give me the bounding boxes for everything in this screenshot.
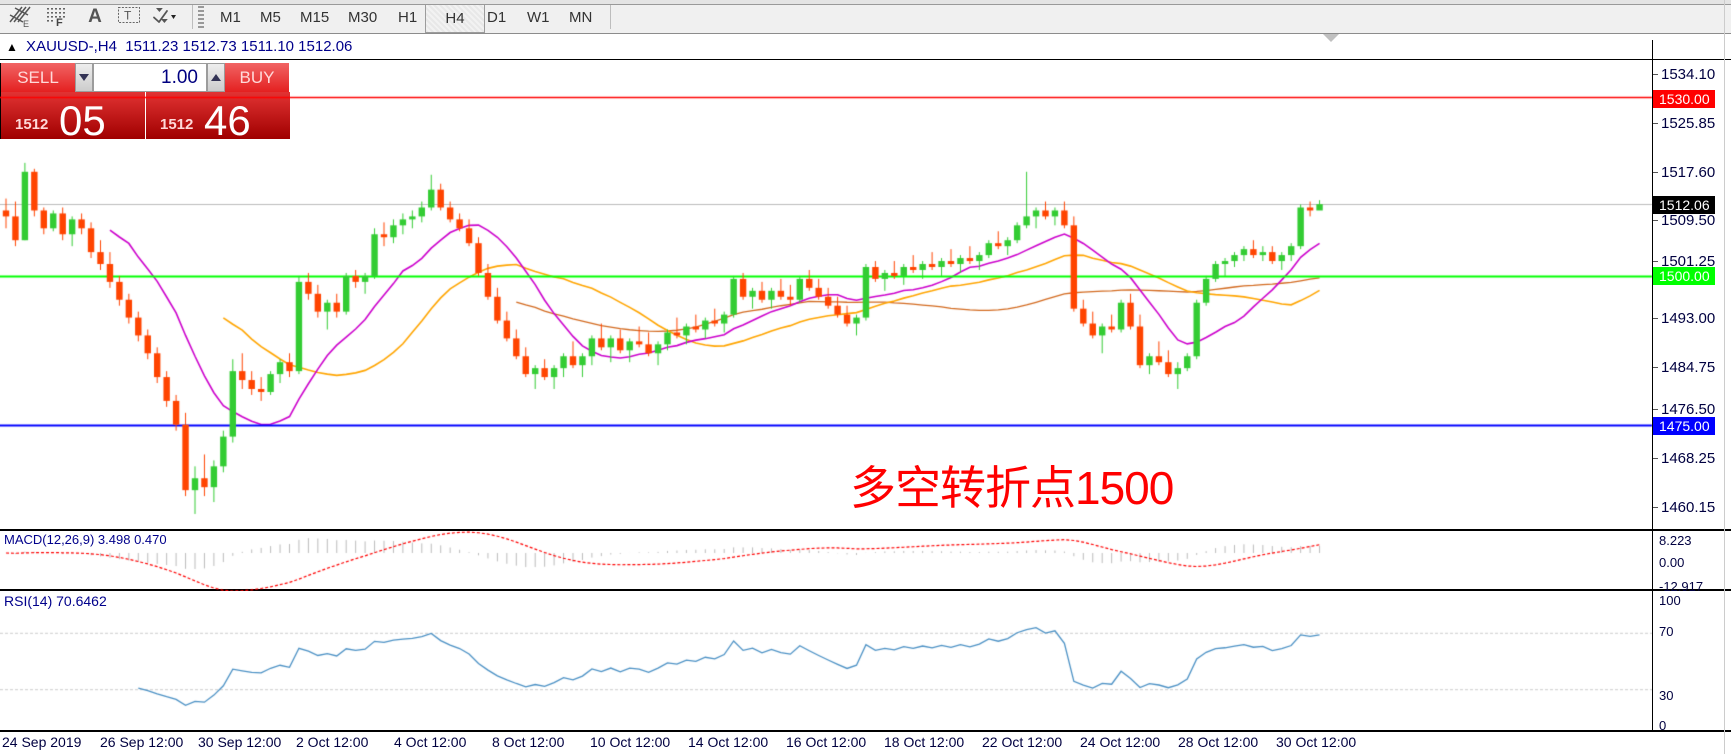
svg-text:F: F [56,17,63,27]
svg-text:T: T [124,9,132,23]
svg-text:E: E [23,19,29,28]
